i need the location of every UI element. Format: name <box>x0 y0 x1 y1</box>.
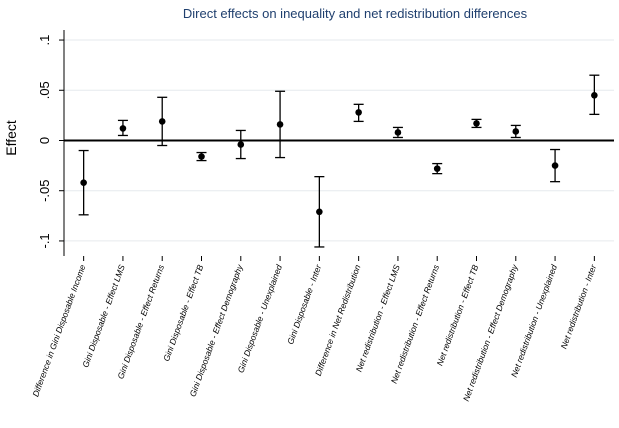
y-tick-label: -.05 <box>37 180 52 202</box>
point-estimate <box>355 109 362 116</box>
chart-title: Direct effects on inequality and net red… <box>183 6 528 21</box>
y-tick-label: 0 <box>37 137 52 144</box>
point-estimates <box>80 91 598 216</box>
x-tick-label: Gini Disposable - Effect LMS <box>80 263 127 369</box>
point-estimate <box>237 141 245 148</box>
x-tick-label: Net redistribution - Effect LMS <box>354 263 402 373</box>
point-estimate <box>473 120 480 127</box>
point-estimate <box>119 125 127 132</box>
point-estimate <box>80 179 87 186</box>
point-estimate <box>198 153 205 160</box>
point-estimate <box>158 118 166 125</box>
x-tick-label: Gini Disposable - Inter <box>285 262 324 346</box>
x-tick-label: Difference in Net Redistribution <box>313 263 363 377</box>
confidence-intervals <box>78 74 600 248</box>
x-axis-ticks: Difference in Gini Disposable IncomeGini… <box>30 256 599 403</box>
y-tick-label: .05 <box>37 81 52 99</box>
y-axis-ticks: .1 .05 0 -.05 -.1 <box>37 35 64 249</box>
x-tick-label: Net redistribution - Effect TB <box>434 263 480 367</box>
point-estimate <box>591 91 598 99</box>
x-tick-label: Net redistribution - Unexplained <box>509 263 559 379</box>
point-estimate <box>433 165 441 172</box>
point-estimate <box>276 121 284 128</box>
point-estimate <box>394 129 402 136</box>
point-estimate <box>551 162 559 169</box>
x-tick-label: Difference in Gini Disposable Income <box>30 263 87 398</box>
x-tick-label: Gini Disposable - Effect TB <box>161 263 205 363</box>
y-axis-label: Effect <box>3 120 19 156</box>
x-tick-label: Gini Disposable - Effect Returns <box>115 263 166 381</box>
point-estimate <box>316 208 323 216</box>
x-tick-label: Net redistribution - Inter <box>558 262 598 350</box>
y-tick-label: .1 <box>37 35 52 46</box>
point-estimate <box>512 128 520 135</box>
y-tick-label: -.1 <box>37 233 52 248</box>
x-tick-label: Gini Disposable - Unexplained <box>235 263 284 374</box>
